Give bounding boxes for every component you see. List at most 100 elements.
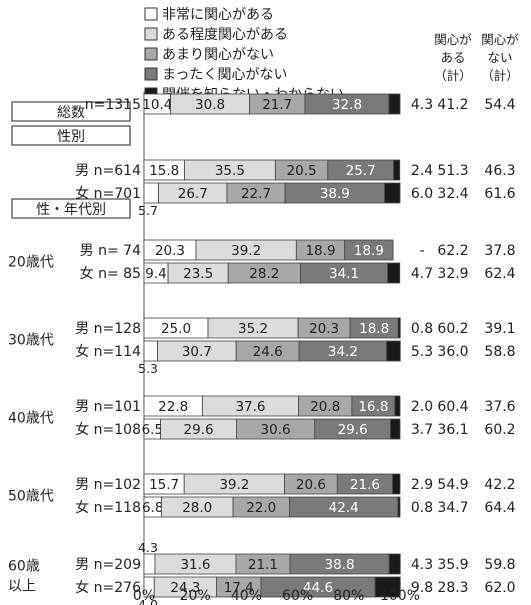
bar-value-label: 30.6 — [261, 422, 291, 438]
age-label: 60歳 — [8, 559, 40, 575]
bar-segment — [390, 418, 401, 440]
legend-label: ある程度関心がある — [162, 27, 288, 43]
bar-value-label: 25.7 — [346, 163, 376, 179]
bar-value-label: 38.8 — [325, 557, 355, 573]
group-heading: 性別 — [57, 129, 85, 145]
bar-value-label: 20.3 — [309, 321, 339, 337]
summary-value: 62.0 — [484, 580, 515, 596]
row-label: 男 n=128 — [75, 321, 141, 337]
bar-value-label: 42.4 — [329, 500, 359, 516]
bar-value-label: 34.2 — [328, 344, 358, 360]
bar-segment — [388, 93, 401, 115]
bar-value-label: 35.2 — [238, 321, 268, 337]
row-label: 女 n=114 — [75, 343, 141, 360]
bar-value-label: 20.5 — [287, 163, 317, 179]
bar-value-label: 24.3 — [170, 580, 200, 596]
age-label: 20歳代 — [8, 255, 54, 271]
row-label: 男 n=614 — [75, 163, 141, 179]
bar-segment — [397, 317, 401, 339]
bar-value-label: 21.7 — [262, 97, 292, 113]
summary-value: 54.4 — [484, 97, 515, 113]
legend-swatch — [144, 47, 158, 61]
bar-value-label: 32.8 — [332, 97, 362, 113]
bar-segment — [386, 340, 401, 362]
bar-value-label: 39.2 — [219, 477, 249, 493]
bar-value-label: 9.4 — [145, 266, 166, 282]
bar-value-label: 20.6 — [296, 477, 326, 493]
outside-value-label: 0.8 — [411, 500, 433, 516]
summary-value: 32.4 — [437, 186, 468, 202]
x-tick-label: 100% — [380, 588, 420, 604]
bar-value-label: 44.6 — [303, 580, 333, 596]
row-label: 男 n=101 — [75, 399, 141, 415]
bar-value-label: 21.1 — [248, 557, 278, 573]
summary-value: 64.4 — [484, 500, 515, 516]
bar-value-label: 6.8 — [142, 500, 163, 516]
summary-header: （計） — [481, 68, 519, 83]
bar-value-label: 24.6 — [253, 344, 283, 360]
bar-value-label: 37.6 — [235, 399, 265, 415]
summary-value: 62.2 — [437, 243, 468, 259]
outside-value-label: 4.3 — [411, 97, 433, 113]
legend-swatch — [144, 27, 158, 41]
bar-value-label: 15.7 — [149, 477, 179, 493]
bar-value-label: 4.3 — [138, 540, 158, 555]
group-heading-box — [11, 101, 131, 122]
summary-value: 28.3 — [437, 580, 468, 596]
summary-header: ない — [487, 50, 512, 65]
bar-value-label: 18.9 — [354, 243, 384, 259]
bar-value-label: 17.4 — [224, 580, 254, 596]
legend-label: 非常に関心がある — [162, 7, 274, 23]
legend-swatch — [144, 67, 158, 81]
bar-value-label: 30.8 — [195, 97, 225, 113]
outside-value-label: 9.8 — [411, 580, 433, 596]
bar-segment — [143, 553, 156, 575]
bar-value-label: 6.5 — [142, 422, 163, 438]
bar-value-label: 20.8 — [310, 399, 340, 415]
bar-value-label: 28.2 — [249, 266, 279, 282]
bar-value-label: 20.3 — [155, 243, 185, 259]
bar-segment — [397, 496, 401, 518]
row-label: 女 n=276 — [75, 579, 141, 596]
bar-value-label: 30.7 — [182, 344, 212, 360]
group-heading-box — [11, 198, 131, 219]
bar-value-label: 4.0 — [138, 597, 158, 605]
summary-value: 41.2 — [437, 97, 468, 113]
bar-segment — [387, 262, 401, 284]
bar-value-label: 18.8 — [359, 321, 389, 337]
bar-value-label: 35.5 — [215, 163, 245, 179]
age-label: 40歳代 — [8, 411, 54, 427]
group-heading: 性・年代別 — [36, 202, 106, 218]
bar-value-label: 22.7 — [241, 186, 271, 202]
summary-header: （計） — [434, 68, 472, 83]
summary-header: 関心が — [481, 32, 519, 47]
bar-value-label: 31.6 — [180, 557, 210, 573]
row-label: 女 n= 85 — [80, 265, 141, 282]
bar-segment — [374, 576, 401, 598]
x-tick-label: 40% — [231, 588, 262, 604]
outside-value-label: 3.7 — [411, 422, 433, 438]
bar-segment — [384, 182, 401, 204]
summary-value: 37.8 — [484, 243, 515, 259]
bar-value-label: 25.0 — [161, 321, 191, 337]
outside-value-label: - — [419, 243, 424, 259]
legend-swatch — [144, 7, 158, 21]
bar-value-label: 39.2 — [231, 243, 261, 259]
bar-value-label: 22.8 — [158, 399, 188, 415]
age-label: 以上 — [8, 579, 36, 595]
row-label: 男 n= 74 — [80, 243, 141, 259]
bar-segment — [394, 395, 401, 417]
age-label: 30歳代 — [8, 333, 54, 349]
bar-value-label: 21.6 — [350, 477, 380, 493]
bar-value-label: 38.9 — [320, 186, 350, 202]
summary-value: 36.1 — [437, 422, 468, 438]
age-label: 50歳代 — [8, 489, 54, 505]
summary-value: 34.7 — [437, 500, 468, 516]
x-tick-label: 60% — [282, 588, 313, 604]
summary-value: 58.8 — [484, 344, 515, 360]
bar-segment — [143, 340, 158, 362]
summary-value: 60.2 — [484, 422, 515, 438]
outside-value-label: 4.7 — [411, 266, 433, 282]
summary-value: 42.2 — [484, 477, 515, 493]
